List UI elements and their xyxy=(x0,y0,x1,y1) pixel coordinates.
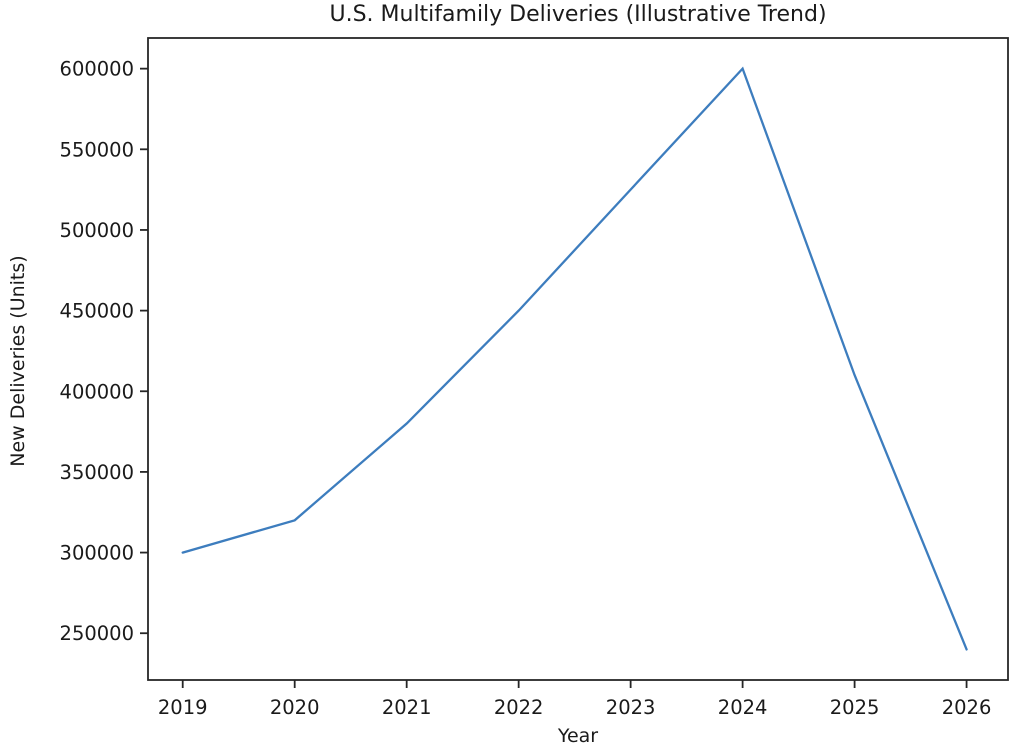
trend-line xyxy=(181,66,968,651)
x-axis-label: Year xyxy=(557,725,599,747)
y-tick-label: 500000 xyxy=(60,219,134,242)
y-tick-label: 450000 xyxy=(60,300,134,323)
y-tick-label: 600000 xyxy=(60,58,134,81)
x-tick-label: 2021 xyxy=(382,696,432,719)
plot-area-background xyxy=(148,38,1008,680)
x-tick-label: 2019 xyxy=(158,696,208,719)
x-tick-label: 2024 xyxy=(718,696,768,719)
x-tick-label: 2023 xyxy=(606,696,656,719)
y-tick-label: 400000 xyxy=(60,380,134,403)
chart-title: U.S. Multifamily Deliveries (Illustrativ… xyxy=(329,2,827,27)
x-tick-label: 2025 xyxy=(830,696,880,719)
x-tick-label: 2026 xyxy=(942,696,992,719)
y-tick-label: 300000 xyxy=(60,542,134,565)
y-tick-label: 250000 xyxy=(60,622,134,645)
y-tick-label: 350000 xyxy=(60,461,134,484)
x-tick-label: 2020 xyxy=(270,696,320,719)
plot-border xyxy=(147,37,1009,681)
y-tick-label: 550000 xyxy=(60,138,134,161)
x-tick-label: 2022 xyxy=(494,696,544,719)
